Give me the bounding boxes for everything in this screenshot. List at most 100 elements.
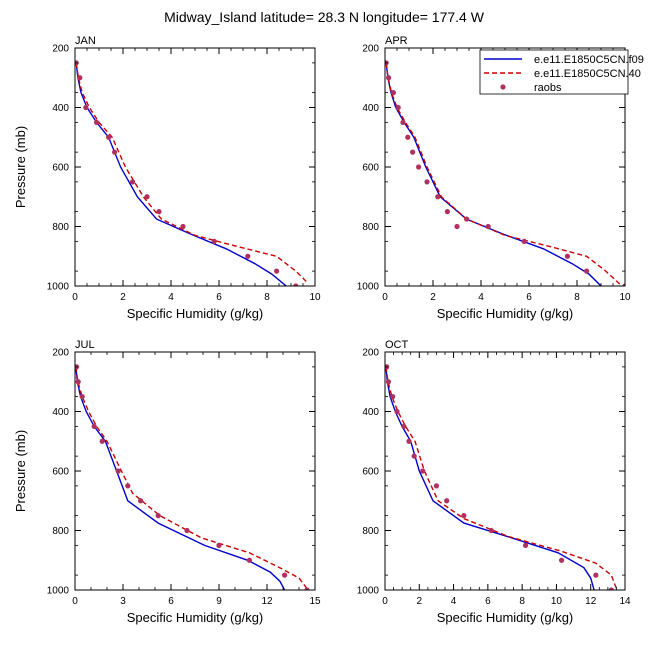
y-tick-label: 600 — [52, 467, 69, 478]
raobs-point — [400, 119, 406, 125]
x-tick-label: 6 — [485, 596, 491, 607]
raobs-point — [390, 394, 396, 400]
y-tick-label: 400 — [52, 103, 69, 114]
raobs-point — [130, 179, 136, 185]
panel-title: JUL — [75, 339, 95, 351]
raobs-point — [293, 283, 299, 286]
panel-title: JAN — [75, 35, 96, 47]
y-tick-label: 800 — [362, 526, 379, 537]
y-tick-label: 800 — [52, 526, 69, 537]
legend-entry-e-e11-e1850c5cn-40: e.e11.E1850C5CN.40 — [484, 68, 641, 80]
series-apr-raobs — [385, 60, 625, 286]
raobs-point — [405, 134, 411, 140]
x-tick-label: 8 — [519, 596, 525, 607]
figure-title: Midway_Island latitude= 28.3 N longitude… — [164, 9, 485, 25]
x-tick-label: 0 — [382, 596, 388, 607]
raobs-point — [424, 179, 430, 185]
x-tick-label: 4 — [451, 596, 457, 607]
raobs-point — [180, 223, 186, 230]
raobs-point — [622, 283, 625, 286]
x-tick-label: 3 — [120, 596, 126, 607]
y-tick-label: 1000 — [47, 586, 70, 597]
raobs-point — [115, 468, 121, 474]
panel-jul: 0 3 6 9 12 15 200 400 600 800 1000 JUL Specific Humi… — [13, 339, 321, 625]
y-tick-label: 400 — [362, 103, 379, 114]
x-tick-label: 9 — [216, 596, 222, 607]
raobs-point — [558, 557, 565, 563]
x-tick-label: 6 — [168, 596, 174, 607]
raobs-point — [246, 557, 252, 563]
y-tick-label: 200 — [52, 44, 69, 55]
x-tick-label: 0 — [382, 292, 388, 303]
x-tick-label: 8 — [264, 292, 270, 303]
raobs-point — [155, 513, 161, 519]
raobs-point — [75, 379, 81, 385]
x-tick-label: 6 — [526, 292, 532, 303]
raobs-point — [564, 253, 571, 259]
x-tick-label: 2 — [120, 292, 126, 303]
raobs-point — [454, 223, 460, 230]
x-axis-label: Specific Humidity (g/kg) — [127, 610, 264, 625]
raobs-point — [401, 423, 407, 429]
y-tick-label: 800 — [362, 222, 379, 233]
panel-jan: 0 2 4 6 8 10 200 400 600 800 1000 JAN Specific Humid… — [13, 35, 321, 321]
y-tick-label: 200 — [362, 348, 379, 359]
raobs-point — [184, 527, 190, 534]
raobs-point — [584, 268, 590, 274]
panel-title: APR — [385, 35, 408, 47]
raobs-point — [435, 194, 441, 200]
raobs-point — [410, 149, 416, 155]
y-tick-label: 200 — [52, 348, 69, 359]
y-tick-label: 200 — [362, 44, 379, 55]
raobs-point — [395, 104, 401, 111]
y-tick-label: 400 — [362, 407, 379, 418]
raobs-point — [245, 253, 251, 259]
x-tick-label: 2 — [417, 596, 423, 607]
raobs-point — [522, 542, 529, 548]
x-tick-label: 15 — [309, 596, 321, 607]
y-tick-label: 1000 — [357, 586, 380, 597]
raobs-point — [83, 104, 89, 111]
raobs-point — [386, 75, 392, 81]
raobs-point — [420, 468, 426, 474]
y-tick-label: 600 — [362, 467, 379, 478]
raobs-point — [411, 453, 417, 459]
series-apr-e-e11-e1850c5cn-40 — [385, 62, 621, 286]
raobs-point — [444, 209, 450, 215]
series-jan-e-e11-e1850c5cn-40 — [75, 62, 309, 284]
x-tick-label: 10 — [309, 292, 321, 303]
x-tick-label: 14 — [619, 596, 631, 607]
raobs-point — [304, 587, 310, 590]
y-tick-label: 800 — [52, 222, 69, 233]
x-tick-label: 10 — [551, 596, 563, 607]
raobs-point — [138, 498, 144, 504]
x-tick-label: 4 — [168, 292, 174, 303]
raobs-point — [91, 423, 97, 429]
y-axis-label: Pressure (mb) — [13, 126, 28, 208]
raobs-point — [156, 209, 162, 215]
x-axis-label: Specific Humidity (g/kg) — [437, 306, 574, 321]
raobs-point — [274, 268, 280, 274]
raobs-point — [112, 149, 118, 155]
raobs-point — [144, 194, 150, 200]
raobs-point — [216, 542, 222, 548]
raobs-point — [385, 379, 392, 385]
y-tick-label: 400 — [52, 407, 69, 418]
series-jan-e-e11-e1850c5cn-f09 — [75, 62, 287, 286]
series-jul-e-e11-e1850c5cn-40 — [75, 366, 308, 589]
raobs-point — [394, 408, 400, 415]
raobs-point — [521, 238, 527, 244]
x-tick-label: 8 — [574, 292, 580, 303]
raobs-point — [485, 223, 491, 230]
legend-label: raobs — [534, 82, 562, 94]
panel-oct: 0 2 4 6 8 10 12 14 200 400 600 800 1000 OCT Specific H… — [357, 339, 631, 625]
raobs-point — [444, 498, 450, 504]
panel-apr: 0 2 4 6 8 10 200 400 600 800 1000 APR Specific Humid… — [357, 35, 631, 321]
series-jan-raobs — [75, 60, 299, 286]
legend-entry-raobs: raobs — [500, 82, 562, 94]
series-oct-raobs — [385, 364, 614, 590]
x-tick-label: 0 — [72, 596, 78, 607]
